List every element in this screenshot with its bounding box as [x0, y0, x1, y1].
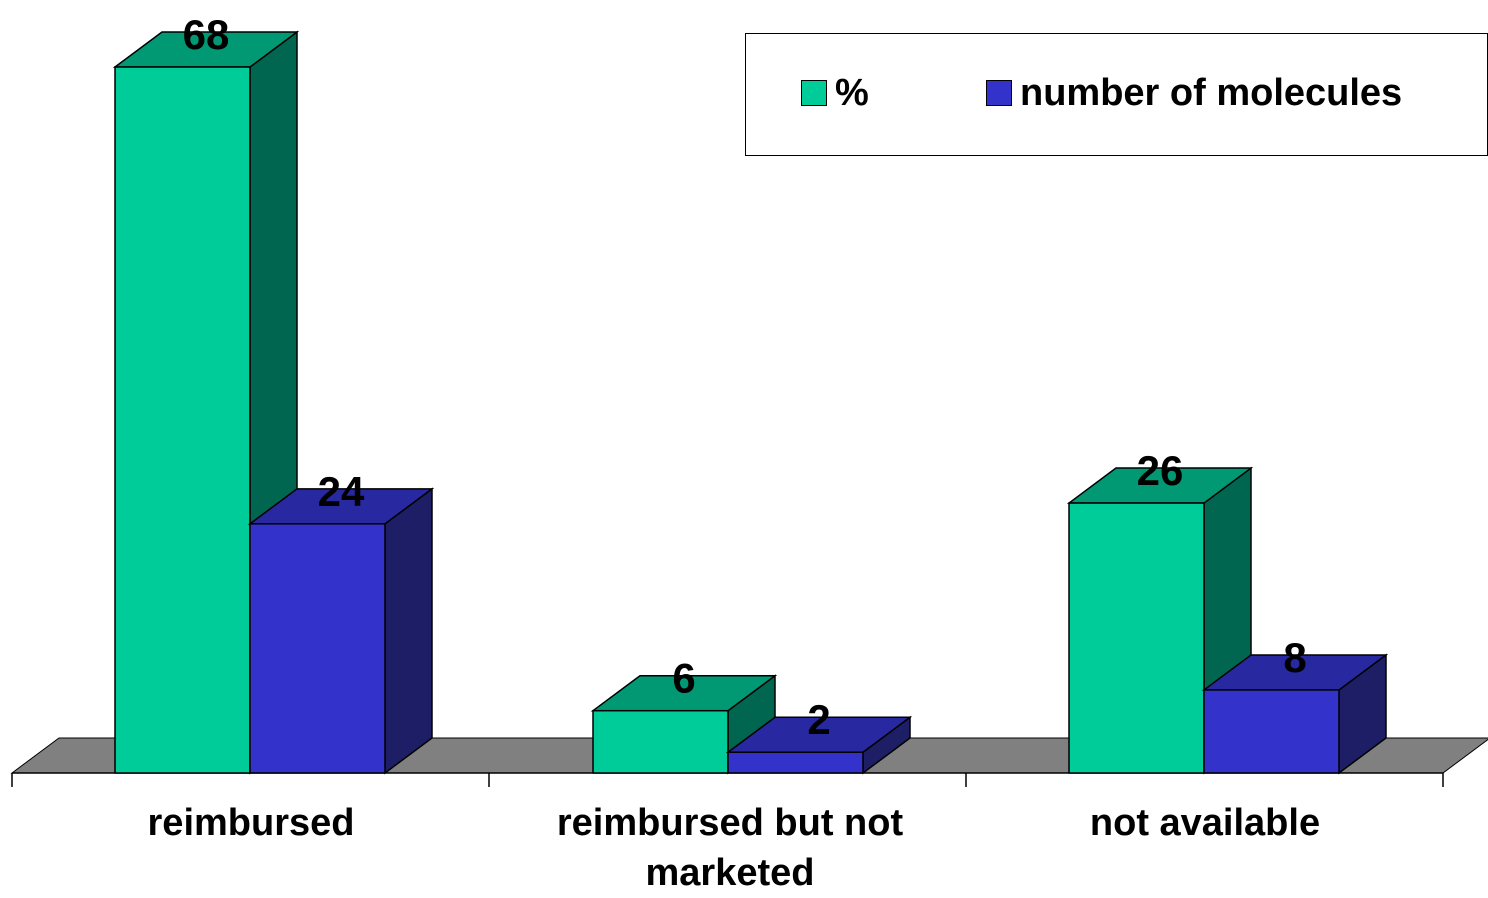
legend: % number of molecules	[745, 33, 1488, 156]
category-label-reimbursed-not-marketed: reimbursed but not marketed	[556, 802, 904, 894]
bar-percent-1	[592, 709, 729, 774]
data-label-percent-2: 26	[1137, 447, 1184, 494]
category-label-not-available: not available	[1089, 802, 1321, 844]
legend-swatch-percent	[801, 80, 827, 106]
data-label-percent-0: 68	[183, 11, 230, 58]
data-label-percent-1: 6	[672, 655, 695, 702]
category-label-reimbursed: reimbursed	[147, 802, 355, 844]
bar-molecules-1	[727, 751, 864, 774]
legend-label-molecules: number of molecules	[1020, 72, 1403, 114]
data-label-molecules-1: 2	[807, 696, 830, 743]
bar-side-molecules-0	[384, 487, 433, 775]
legend-label-percent: %	[835, 72, 869, 114]
bar-molecules-2	[1203, 689, 1340, 774]
data-label-molecules-2: 8	[1283, 634, 1306, 681]
legend-item-molecules: number of molecules	[986, 74, 1402, 112]
bar-molecules-0	[249, 523, 386, 774]
bar-percent-2	[1068, 502, 1205, 774]
legend-item-percent: %	[801, 74, 869, 112]
data-label-molecules-0: 24	[318, 468, 365, 515]
legend-swatch-molecules	[986, 80, 1012, 106]
bar-percent-0	[114, 66, 251, 774]
